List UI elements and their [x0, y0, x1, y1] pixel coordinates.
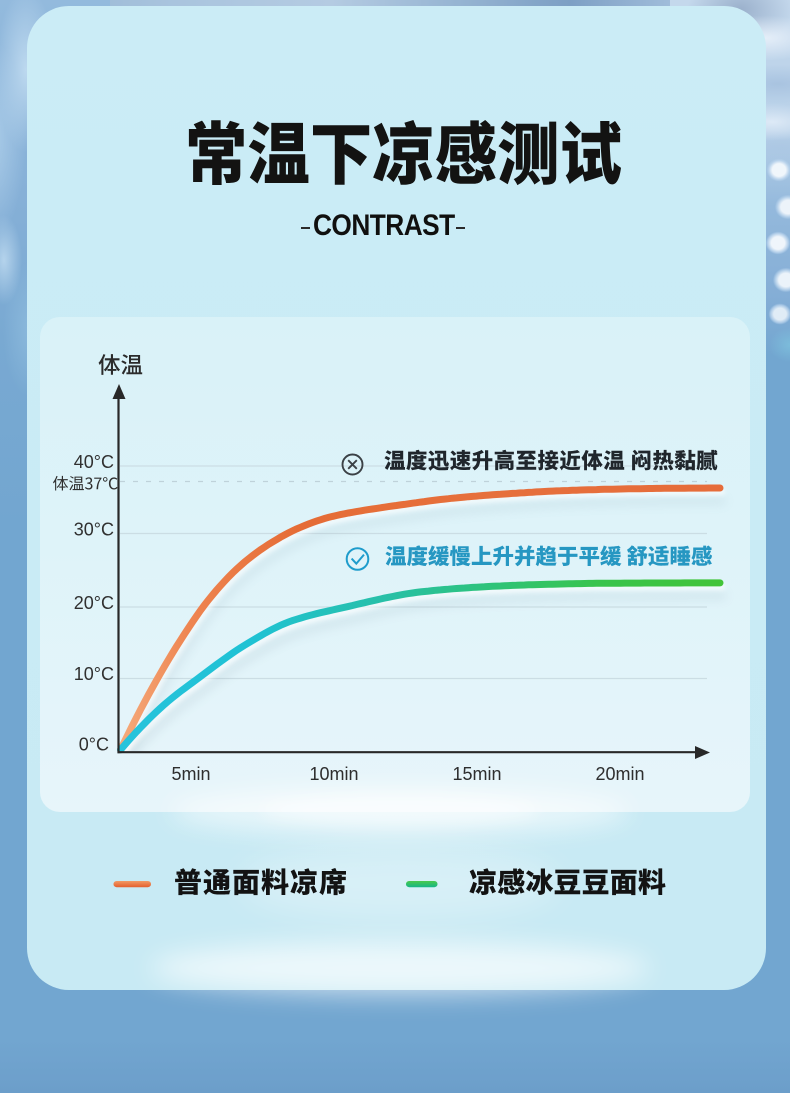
- svg-text:20min: 20min: [595, 764, 644, 784]
- svg-text:5min: 5min: [171, 764, 210, 784]
- svg-text:0°C: 0°C: [79, 734, 109, 754]
- svg-text:40°C: 40°C: [74, 452, 114, 472]
- svg-text:10min: 10min: [309, 764, 358, 784]
- svg-text:20°C: 20°C: [74, 593, 114, 613]
- svg-text:15min: 15min: [452, 764, 501, 784]
- svg-text:30°C: 30°C: [74, 520, 114, 540]
- svg-text:10°C: 10°C: [74, 664, 114, 684]
